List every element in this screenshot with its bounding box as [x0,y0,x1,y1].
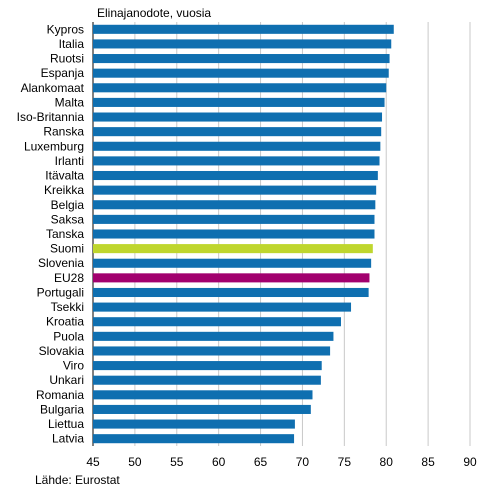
category-label: Saksa [51,212,85,226]
category-label: Tanska [46,227,84,241]
x-tick-label: 80 [380,455,394,469]
bar [93,361,322,371]
x-tick-labels: 45 50 55 60 65 70 75 80 85 90 [86,455,477,469]
category-label: Luxemburg [24,139,84,153]
category-label: Puola [53,329,84,343]
category-label: Kreikka [44,183,84,197]
category-label: Slovenia [38,256,84,270]
category-label: Bulgaria [40,402,84,416]
x-tick-label: 85 [421,455,435,469]
category-label: Alankomaat [21,81,85,95]
bar [93,434,295,444]
category-label: Suomi [50,242,84,256]
category-label: Latvia [52,432,84,446]
category-label: Italia [59,37,85,51]
bar [93,375,321,385]
bar [93,185,377,195]
bar [93,273,370,283]
x-tick-label: 70 [296,455,310,469]
bar [93,244,373,254]
category-label: Iso-Britannia [17,110,85,124]
source-note: Lähde: Eurostat [35,473,120,487]
bar [93,229,375,239]
bar [93,112,383,122]
category-label: Unkari [49,373,84,387]
x-tick-label: 60 [212,455,226,469]
category-label: Irlanti [55,154,84,168]
category-label: Ruotsi [50,52,84,66]
bar [93,200,376,210]
category-label: Liettua [48,417,84,431]
x-tick-label: 55 [170,455,184,469]
chart-title: Elinajanodote, vuosia [97,6,211,20]
bar [93,346,331,356]
category-label: EU28 [54,271,84,285]
category-label: Viro [63,359,84,373]
bar [93,97,385,107]
bar [93,419,295,429]
bar [93,302,352,312]
bar [93,390,313,400]
x-tick-label: 90 [463,455,477,469]
category-label: Malta [55,95,85,109]
bar [93,170,378,181]
category-label: Ranska [43,125,84,139]
category-label: Portugali [37,285,84,299]
bar [93,141,381,151]
category-label: Tsekki [51,300,84,314]
bar [93,68,389,78]
category-label: Itävalta [45,169,84,183]
bars [93,24,394,444]
category-label: Kroatia [46,315,84,329]
category-label: Kypros [47,22,84,36]
x-tick-label: 50 [128,455,142,469]
x-tick-label: 75 [338,455,352,469]
category-label: Romania [36,388,84,402]
bar [93,127,382,137]
category-labels: KyprosItaliaRuotsiEspanjaAlankomaatMalta… [17,22,85,445]
bar [93,258,372,268]
bar [93,404,311,414]
bar [93,54,390,64]
x-tick-label: 65 [254,455,268,469]
category-label: Espanja [41,66,85,80]
x-tick-label: 45 [86,455,100,469]
bar [93,287,369,298]
category-label: Slovakia [39,344,85,358]
category-label: Belgia [51,198,85,212]
bar [93,24,394,34]
bar [93,214,375,224]
bar [93,39,392,49]
bar [93,83,387,93]
bar [93,156,380,166]
bar [93,317,341,327]
bar [93,331,334,341]
